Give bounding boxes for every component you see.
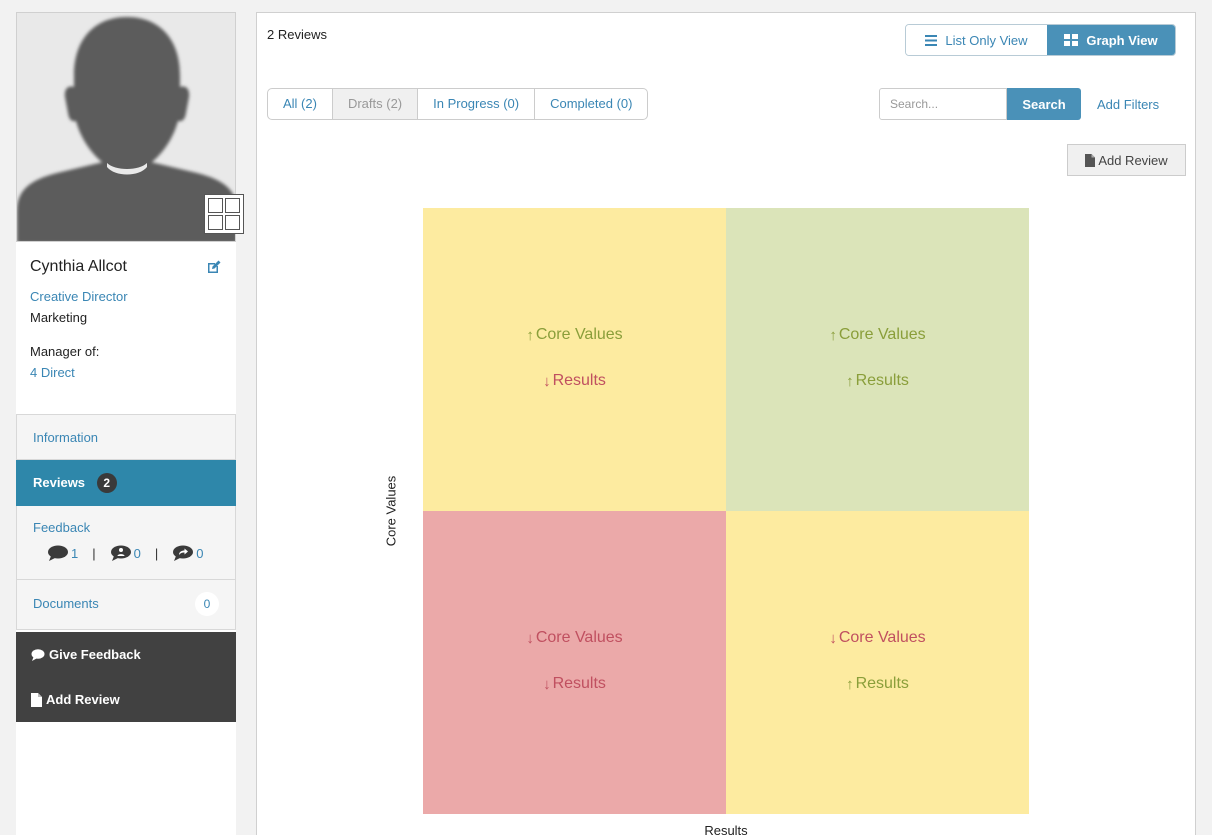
quadrant-label: ↑ Core Values [526, 326, 622, 344]
separator: | [154, 545, 159, 561]
x-axis-label: Results [704, 823, 748, 835]
arrow-up-icon: ↑ [846, 675, 854, 693]
direct-reports-link[interactable]: 4 Direct [30, 365, 75, 380]
add-review-button-label: Add Review [1098, 152, 1168, 168]
quadrant-label-text: Core Values [838, 326, 926, 343]
comment-icon [31, 648, 45, 661]
nav-item-label: Documents [33, 596, 99, 611]
status-filter-tabs: All (2) Drafts (2) In Progress (0) Compl… [267, 88, 649, 120]
grid-cell [225, 198, 240, 213]
list-only-view-label: List Only View [945, 32, 1028, 48]
quadrant-label-text: Results [552, 675, 606, 692]
feedback-shared-stat[interactable]: 0 [172, 545, 203, 561]
quadrant-label: ↓ Results [543, 675, 606, 693]
grid-cell [208, 198, 223, 213]
grid-icon [1064, 34, 1079, 46]
feedback-anonymous-stat[interactable]: 0 [110, 545, 141, 561]
document-icon [31, 692, 42, 707]
give-feedback-label: Give Feedback [49, 647, 141, 662]
quadrant-label: ↑ Core Values [829, 326, 925, 344]
arrow-down-icon: ↓ [543, 675, 551, 693]
separator: | [92, 545, 96, 561]
arrow-down-icon: ↓ [543, 372, 551, 390]
profile-sidebar: Cynthia Allcot Creative Director Marketi… [16, 12, 244, 835]
nav-item-information[interactable]: Information [16, 414, 236, 460]
list-only-view-button[interactable]: List Only View [906, 25, 1047, 55]
arrow-up-icon: ↑ [829, 326, 837, 344]
add-filters-link[interactable]: Add Filters [1097, 97, 1160, 112]
grid-cell [208, 215, 223, 230]
quadrant-bottom-right: ↓ Core Values ↑ Results [726, 511, 1029, 814]
quadrant-top-left: ↑ Core Values ↓ Results [423, 208, 726, 511]
reviews-count-badge: 2 [96, 472, 117, 493]
graph-view-button[interactable]: Graph View [1047, 25, 1175, 55]
quadrant-chart: ↑ Core Values ↓ Results ↑ Core Values ↑ Results… [423, 208, 1029, 814]
quadrant-label-text: Core Values [838, 629, 926, 646]
quadrant-label: ↓ Core Values [829, 629, 925, 647]
quadrant-label-text: Core Values [535, 629, 623, 646]
quadrant-label-text: Results [855, 675, 909, 692]
arrow-down-icon: ↓ [526, 629, 534, 647]
nav-item-label: Information [33, 430, 99, 445]
grid-cell [225, 215, 240, 230]
nav-item-label: Reviews [33, 475, 86, 490]
search-button[interactable]: Search [1007, 88, 1081, 120]
change-photo-grid-icon[interactable] [204, 194, 244, 234]
quadrant-label: ↓ Results [543, 372, 606, 390]
profile-job-title-link[interactable]: Creative Director [30, 289, 128, 304]
graph-view-label: Graph View [1086, 32, 1158, 48]
arrow-up-icon: ↑ [526, 326, 534, 344]
profile-photo [16, 12, 236, 242]
nav-item-reviews[interactable]: Reviews 2 [16, 460, 236, 506]
quadrant-label-text: Results [552, 372, 606, 389]
share-comment-icon [173, 545, 194, 561]
arrow-down-icon: ↓ [829, 629, 837, 647]
quadrant-label-text: Results [855, 372, 909, 389]
profile-name: Cynthia Allcot [30, 258, 127, 275]
feedback-comments-count: 1 [71, 545, 79, 561]
view-toggle: List Only View Graph View [905, 24, 1176, 56]
feedback-anonymous-count: 0 [133, 545, 141, 561]
feedback-comments-stat[interactable]: 1 [47, 545, 78, 561]
quadrant-label: ↑ Results [846, 372, 909, 390]
quadrant-label-text: Core Values [535, 326, 623, 343]
nav-item-feedback[interactable]: Feedback 1 | 0 | 0 [16, 506, 236, 580]
arrow-up-icon: ↑ [846, 372, 854, 390]
add-review-label: Add Review [46, 692, 120, 707]
profile-nav: Information Reviews 2 Feedback 1 | 0 | [16, 414, 236, 630]
filter-in-progress[interactable]: In Progress (0) [418, 89, 536, 119]
feedback-shared-count: 0 [196, 545, 204, 561]
quadrant-top-right: ↑ Core Values ↑ Results [726, 208, 1029, 511]
quadrant-bottom-left: ↓ Core Values ↓ Results [423, 511, 726, 814]
edit-icon[interactable] [206, 259, 222, 275]
sidebar-add-review-button[interactable]: Add Review [16, 677, 236, 722]
review-count: 2 Reviews [267, 27, 327, 42]
give-feedback-button[interactable]: Give Feedback [16, 632, 236, 677]
list-icon [925, 34, 938, 46]
filter-completed[interactable]: Completed (0) [550, 96, 633, 111]
nav-item-documents[interactable]: Documents 0 [16, 580, 236, 630]
quadrant-label: ↓ Core Values [526, 629, 622, 647]
add-review-button[interactable]: Add Review [1067, 144, 1186, 176]
nav-item-label: Feedback [33, 520, 91, 535]
documents-count-badge: 0 [195, 592, 219, 616]
comment-bubble-icon [48, 545, 68, 561]
search-input[interactable] [879, 88, 1007, 120]
filter-drafts[interactable]: Drafts (2) [332, 89, 419, 119]
anonymous-comment-icon [110, 545, 131, 561]
feedback-stats: 1 | 0 | 0 [33, 545, 219, 561]
document-icon [1085, 153, 1096, 167]
profile-department: Marketing [30, 310, 88, 325]
manager-of-label: Manager of: [30, 344, 100, 359]
filter-all[interactable]: All (2) [268, 89, 333, 119]
avatar-silhouette-icon [17, 17, 235, 241]
y-axis-label: Core Values [383, 475, 399, 547]
reviews-panel: 2 Reviews List Only View Graph View All … [256, 12, 1196, 835]
sidebar-actions: Give Feedback Add Review [16, 632, 236, 722]
quadrant-label: ↑ Results [846, 675, 909, 693]
profile-info: Cynthia Allcot Creative Director Marketi… [16, 242, 236, 414]
